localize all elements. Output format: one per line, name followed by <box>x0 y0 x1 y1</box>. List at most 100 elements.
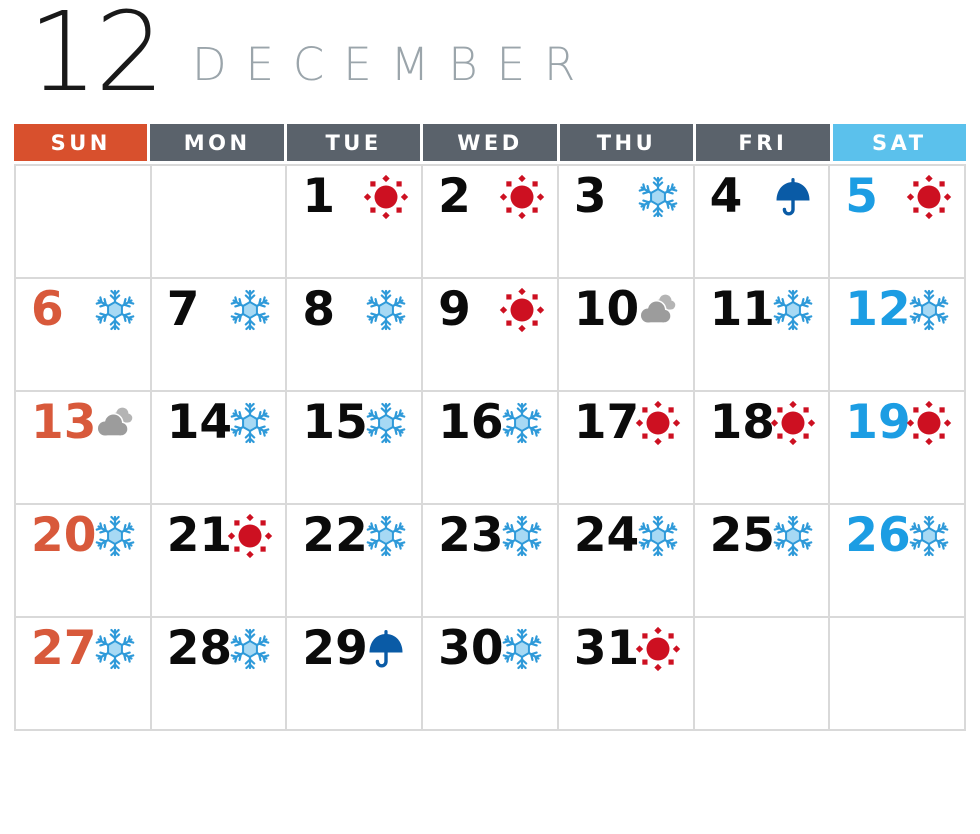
calendar-cell-empty <box>151 166 286 277</box>
weekday-label: TUE <box>325 130 382 155</box>
calendar-cell-empty <box>16 166 150 277</box>
weekday-label: FRI <box>738 130 788 155</box>
calendar-cell-day-4: 4 <box>694 166 829 277</box>
calendar-cell-day-14: 14 <box>151 392 286 503</box>
snow-icon <box>499 626 545 672</box>
calendar-cell-day-21: 21 <box>151 505 286 616</box>
weekday-label: THU <box>596 130 657 155</box>
calendar-cell-day-28: 28 <box>151 618 286 729</box>
calendar-cell-day-20: 20 <box>16 505 150 616</box>
calendar-cell-day-12: 12 <box>830 279 964 390</box>
sunny-icon <box>906 400 952 446</box>
calendar-cell-day-31: 31 <box>558 618 693 729</box>
month-number: 12 <box>28 0 165 116</box>
day-number: 1 <box>302 169 336 224</box>
day-number: 14 <box>166 395 233 450</box>
day-number: 24 <box>573 508 640 563</box>
calendar-title: 12 DECEMBER <box>0 0 980 116</box>
calendar-cell-day-18: 18 <box>694 392 829 503</box>
snow-icon <box>363 287 409 333</box>
day-number: 18 <box>709 395 775 450</box>
day-number: 8 <box>302 282 336 337</box>
day-number: 29 <box>302 621 368 676</box>
snow-icon <box>227 400 273 446</box>
snow-icon <box>635 513 681 559</box>
calendar-cell-day-7: 7 <box>151 279 286 390</box>
day-number: 28 <box>166 621 233 676</box>
calendar-cell-day-5: 5 <box>830 166 964 277</box>
day-number: 19 <box>845 395 911 450</box>
calendar-cell-day-22: 22 <box>287 505 422 616</box>
weekday-header-sat: SAT <box>832 124 966 161</box>
day-number: 17 <box>573 395 640 450</box>
day-number: 22 <box>302 508 368 563</box>
calendar-cell-day-23: 23 <box>423 505 557 616</box>
day-number: 5 <box>845 169 878 224</box>
calendar-cell-day-2: 2 <box>423 166 557 277</box>
sunny-icon <box>363 174 409 220</box>
weekday-header-mon: MON <box>150 124 284 161</box>
calendar-cell-day-3: 3 <box>558 166 693 277</box>
day-number: 16 <box>438 395 504 450</box>
calendar-cell-day-26: 26 <box>830 505 964 616</box>
snow-icon <box>499 400 545 446</box>
cloudy-icon <box>635 287 681 333</box>
day-number: 15 <box>302 395 368 450</box>
snow-icon <box>906 287 952 333</box>
snow-icon <box>363 400 409 446</box>
day-number: 26 <box>845 508 911 563</box>
calendar-cell-day-6: 6 <box>16 279 150 390</box>
rain-icon <box>363 626 409 672</box>
day-number: 4 <box>709 169 743 224</box>
calendar-cell-day-29: 29 <box>287 618 422 729</box>
sunny-icon <box>499 287 545 333</box>
calendar-cell-day-19: 19 <box>830 392 964 503</box>
calendar-cell-day-9: 9 <box>423 279 557 390</box>
day-number: 20 <box>31 508 97 563</box>
snow-icon <box>227 626 273 672</box>
snow-icon <box>92 626 138 672</box>
day-number: 10 <box>573 282 640 337</box>
sunny-icon <box>635 400 681 446</box>
day-number: 25 <box>709 508 775 563</box>
day-number: 23 <box>438 508 504 563</box>
sunny-icon <box>770 400 816 446</box>
calendar-cell-day-25: 25 <box>694 505 829 616</box>
day-number: 11 <box>709 282 775 337</box>
weekday-header-row: SUN MON TUE WED THU FRI SAT <box>14 124 966 161</box>
weekday-label: MON <box>183 130 251 155</box>
snow-icon <box>363 513 409 559</box>
weekday-header-wed: WED <box>423 124 557 161</box>
calendar-cell-day-24: 24 <box>558 505 693 616</box>
day-number: 2 <box>438 169 471 224</box>
day-number: 9 <box>438 282 471 337</box>
snow-icon <box>92 287 138 333</box>
day-number: 6 <box>31 282 64 337</box>
weekday-header-fri: FRI <box>696 124 830 161</box>
weekday-label: SUN <box>50 130 111 155</box>
weekday-label: SAT <box>871 130 927 155</box>
calendar-cell-day-30: 30 <box>423 618 557 729</box>
calendar-cell-day-1: 1 <box>287 166 422 277</box>
snow-icon <box>499 513 545 559</box>
calendar-cell-day-8: 8 <box>287 279 422 390</box>
calendar-cell-day-17: 17 <box>558 392 693 503</box>
weekday-header-sun: SUN <box>14 124 148 161</box>
day-number: 3 <box>573 169 607 224</box>
sunny-icon <box>227 513 273 559</box>
day-number: 30 <box>438 621 504 676</box>
calendar: SUN MON TUE WED THU FRI SAT 1 2 3 4 5 6 7 8 9 10 11 12 13 1… <box>14 124 966 731</box>
snow-icon <box>770 513 816 559</box>
calendar-cell-day-11: 11 <box>694 279 829 390</box>
calendar-cell-day-27: 27 <box>16 618 150 729</box>
weekday-label: WED <box>457 130 523 155</box>
day-number: 31 <box>573 621 640 676</box>
sunny-icon <box>635 626 681 672</box>
snow-icon <box>906 513 952 559</box>
calendar-cell-day-13: 13 <box>16 392 150 503</box>
day-number: 7 <box>166 282 200 337</box>
snow-icon <box>92 513 138 559</box>
weekday-header-thu: THU <box>559 124 694 161</box>
calendar-cell-empty <box>694 618 829 729</box>
sunny-icon <box>499 174 545 220</box>
